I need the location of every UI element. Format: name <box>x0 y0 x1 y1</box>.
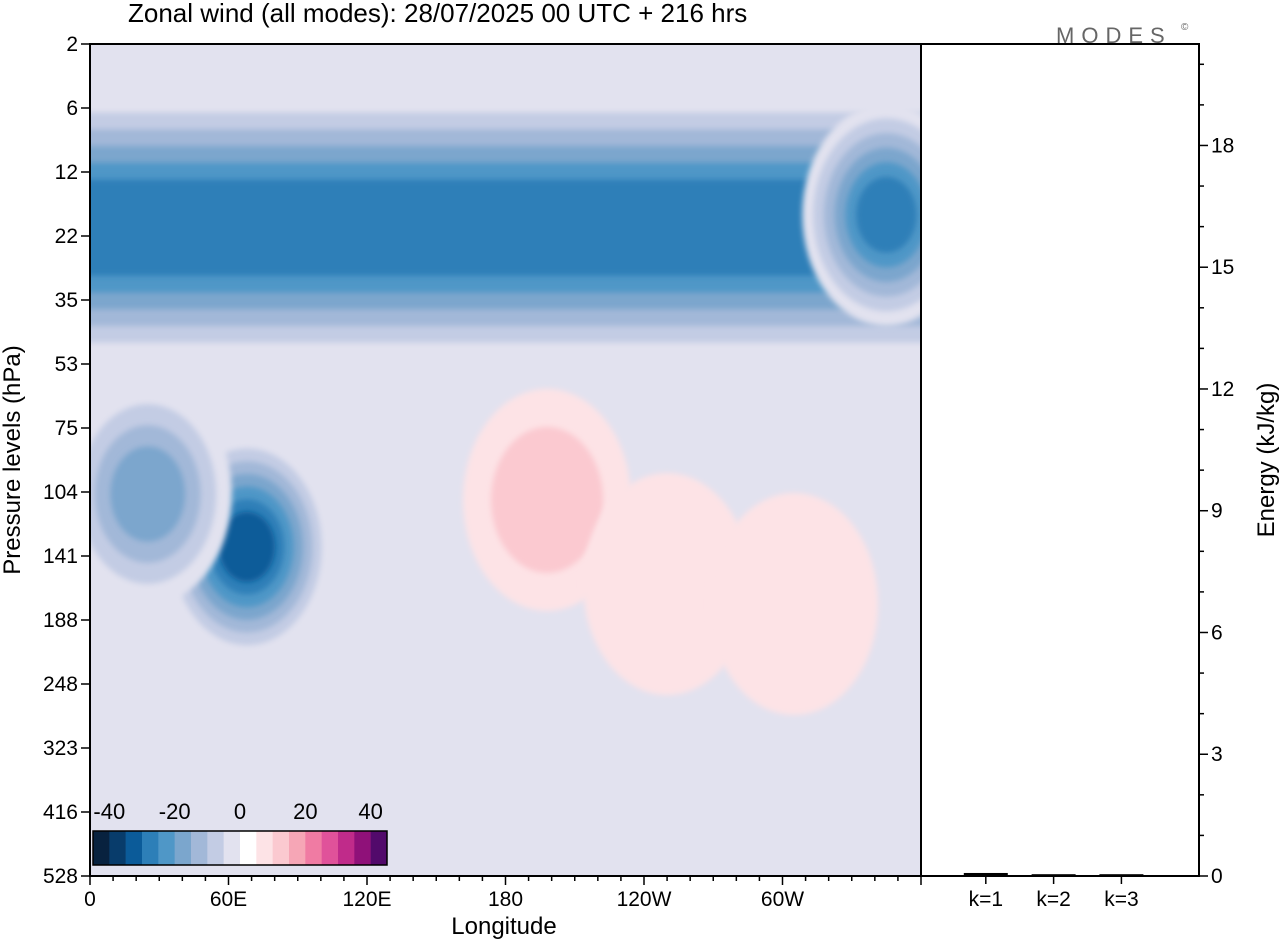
colorbar-swatch <box>191 831 208 865</box>
logo-copyright-mark: © <box>1181 22 1189 33</box>
wind-contour-1 <box>218 511 275 582</box>
colorbar-swatch <box>158 831 175 865</box>
y-tick-label: 12 <box>55 161 78 184</box>
y-tick-label: 6 <box>66 97 78 120</box>
x-axis-label: Longitude <box>451 913 556 940</box>
energy-tick-label: 12 <box>1211 378 1234 401</box>
y-tick-label: 528 <box>43 865 78 888</box>
energy-category-label: k=1 <box>969 888 1003 911</box>
energy-bar <box>963 872 1008 876</box>
energy-bar <box>1031 874 1076 877</box>
x-tick-label: 120W <box>617 888 672 911</box>
energy-tick-label: 18 <box>1211 134 1234 157</box>
wind-contour-3 <box>491 426 604 573</box>
colorbar-swatch <box>223 831 241 865</box>
y-tick-label: 2 <box>66 33 78 56</box>
y-tick-label: 323 <box>43 737 78 760</box>
y-tick-label: 53 <box>55 353 78 376</box>
colorbar-swatch <box>321 831 339 865</box>
colorbar-swatch <box>109 831 126 865</box>
y-tick-label: 22 <box>55 225 78 248</box>
colorbar-tick-label: 20 <box>293 799 317 824</box>
colorbar-swatch <box>338 831 355 865</box>
colorbar-swatch <box>93 831 110 865</box>
colorbar-swatch <box>272 831 290 865</box>
colorbar-swatch <box>354 831 371 865</box>
y-tick-label: 188 <box>43 609 78 632</box>
colorbar-tick-label: -20 <box>159 799 191 824</box>
colorbar-tick-label: 0 <box>234 799 246 824</box>
energy-panel-frame <box>920 43 1200 877</box>
x-tick-label: 180 <box>488 888 523 911</box>
jet-band-layer <box>90 179 921 276</box>
y-axis-label: Pressure levels (hPa) <box>0 345 26 574</box>
energy-category-label: k=2 <box>1036 888 1070 911</box>
energy-tick-label: 3 <box>1211 743 1223 766</box>
colorbar-swatch <box>125 831 143 865</box>
colorbar-swatch <box>240 831 257 865</box>
energy-tick-label: 6 <box>1211 621 1223 644</box>
wind-contour-4 <box>583 473 752 696</box>
x-tick-label: 60E <box>210 888 247 911</box>
x-tick-label: 60W <box>761 888 804 911</box>
energy-tick-label: 15 <box>1211 256 1234 279</box>
y-tick-label: 248 <box>43 673 78 696</box>
colorbar-swatch <box>256 831 273 865</box>
x-tick-label: 120E <box>342 888 391 911</box>
energy-tick-label: 9 <box>1211 500 1223 523</box>
colorbar-swatch <box>289 831 306 865</box>
y-tick-label: 75 <box>55 417 78 440</box>
y-tick-label: 416 <box>43 801 78 824</box>
y-tick-label: 35 <box>55 289 78 312</box>
chart-title: Zonal wind (all modes): 28/07/2025 00 UT… <box>128 0 747 28</box>
colorbar-swatch <box>305 831 322 865</box>
colorbar-frame <box>92 830 388 866</box>
colorbar-tick-label: 40 <box>358 799 382 824</box>
wind-contour-6 <box>856 176 917 253</box>
energy-category-label: k=3 <box>1104 888 1138 911</box>
colorbar-swatch <box>174 831 192 865</box>
wind-contour-5 <box>710 493 879 716</box>
energy-bar <box>1099 874 1144 877</box>
colorbar-swatch <box>207 831 224 865</box>
x-tick-label: 0 <box>84 888 96 911</box>
y-tick-label: 141 <box>43 545 78 568</box>
colorbar-swatch <box>142 831 159 865</box>
colorbar-tick-label: -40 <box>93 799 125 824</box>
heatmap-plot: 0 60E 120E 180 120W 60W 2 6 12 22 35 53 75 104 141 188… <box>43 33 922 911</box>
energy-panel: 0 3 6 9 12 15 18 k=1 k=2 k=3 <box>920 43 1234 911</box>
colorbar-swatch <box>370 831 388 865</box>
energy-axis-label: Energy (kJ/kg) <box>1253 383 1280 538</box>
y-tick-label: 104 <box>43 481 78 504</box>
colorbar: -40 -20 0 20 40 <box>92 799 388 866</box>
wind-contour-2 <box>110 446 186 542</box>
energy-tick-label: 0 <box>1211 865 1223 888</box>
